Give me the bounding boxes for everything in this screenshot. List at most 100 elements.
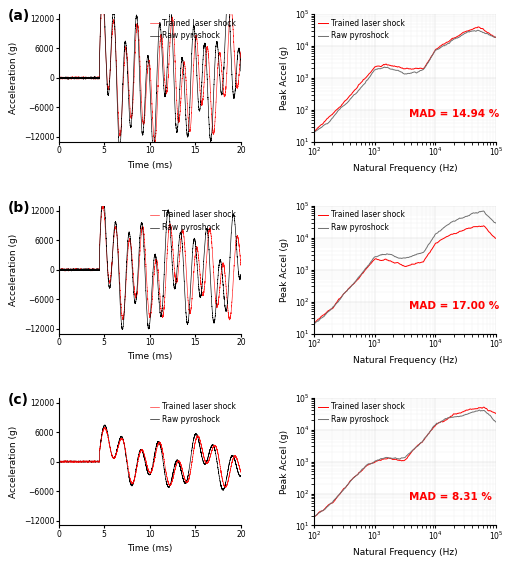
Trained laser shock (422, 434, 429, 441)
Text: (b): (b) (8, 201, 30, 215)
Y-axis label: Peak Accel (g): Peak Accel (g) (280, 46, 289, 110)
Raw pyroshock (422, 434, 429, 441)
Trained laser shock (122, 443, 128, 450)
Trained laser shock (122, 53, 128, 60)
Raw pyroshock (475, 27, 481, 34)
Line: Raw pyroshock: Raw pyroshock (59, 0, 241, 152)
Raw pyroshock (312, 320, 318, 327)
Raw pyroshock (201, 48, 207, 55)
Raw pyroshock (172, 285, 178, 292)
Trained laser shock (238, 261, 244, 268)
Raw pyroshock (312, 513, 318, 520)
Trained laser shock (238, 469, 244, 475)
Trained laser shock (419, 65, 426, 72)
X-axis label: Time (ms): Time (ms) (127, 544, 173, 553)
Trained laser shock (312, 513, 318, 520)
Raw pyroshock (163, 479, 169, 486)
Raw pyroshock (122, 443, 128, 450)
Y-axis label: Acceleration (g): Acceleration (g) (9, 42, 18, 114)
Raw pyroshock (55, 267, 62, 274)
Raw pyroshock (201, 459, 207, 466)
Text: MAD = 8.31 %: MAD = 8.31 % (409, 492, 492, 502)
Raw pyroshock (100, 189, 106, 196)
Trained laser shock (191, 447, 197, 454)
Trained laser shock (465, 225, 471, 232)
Trained laser shock (65, 266, 71, 273)
Raw pyroshock (312, 129, 318, 135)
Raw pyroshock (101, 422, 107, 428)
Line: Trained laser shock: Trained laser shock (314, 407, 496, 516)
Trained laser shock (152, 140, 158, 147)
Trained laser shock (122, 303, 128, 310)
Raw pyroshock (191, 23, 197, 30)
Raw pyroshock (201, 260, 207, 266)
Trained laser shock (99, 0, 105, 3)
Raw pyroshock (191, 236, 197, 243)
Trained laser shock (201, 88, 207, 95)
Trained laser shock (201, 290, 207, 297)
Raw pyroshock (419, 66, 426, 73)
Raw pyroshock (65, 459, 71, 465)
Raw pyroshock (311, 514, 317, 521)
Trained laser shock (172, 469, 178, 475)
Trained laser shock (312, 128, 318, 134)
Raw pyroshock (191, 436, 197, 442)
Trained laser shock (422, 62, 429, 69)
Legend: Trained laser shock, Raw pyroshock: Trained laser shock, Raw pyroshock (316, 399, 408, 427)
Trained laser shock (312, 319, 318, 326)
Raw pyroshock (419, 439, 425, 446)
Line: Raw pyroshock: Raw pyroshock (59, 193, 241, 329)
Text: MAD = 17.00 %: MAD = 17.00 % (409, 301, 499, 311)
Trained laser shock (465, 407, 471, 414)
Trained laser shock (227, 316, 233, 323)
Trained laser shock (476, 223, 482, 230)
Trained laser shock (481, 404, 487, 411)
Trained laser shock (422, 255, 429, 262)
Y-axis label: Peak Accel (g): Peak Accel (g) (280, 238, 289, 302)
Trained laser shock (419, 438, 426, 445)
Trained laser shock (419, 259, 426, 265)
Trained laser shock (311, 128, 317, 135)
Raw pyroshock (493, 220, 499, 226)
Trained laser shock (311, 513, 317, 520)
Y-axis label: Peak Accel (g): Peak Accel (g) (280, 429, 289, 493)
Raw pyroshock (172, 463, 178, 469)
Text: (c): (c) (8, 392, 29, 406)
Trained laser shock (419, 65, 425, 72)
Raw pyroshock (476, 209, 482, 215)
Raw pyroshock (422, 246, 429, 253)
Legend: Trained laser shock, Raw pyroshock: Trained laser shock, Raw pyroshock (316, 207, 408, 235)
Text: MAD = 14.94 %: MAD = 14.94 % (409, 109, 499, 119)
Trained laser shock (465, 28, 471, 34)
Raw pyroshock (477, 407, 483, 414)
Trained laser shock (172, 43, 178, 49)
Raw pyroshock (419, 250, 425, 256)
Trained laser shock (55, 75, 62, 81)
Raw pyroshock (238, 68, 244, 75)
Line: Raw pyroshock: Raw pyroshock (314, 410, 496, 518)
Raw pyroshock (220, 487, 226, 494)
Raw pyroshock (238, 472, 244, 479)
Raw pyroshock (119, 326, 125, 333)
Raw pyroshock (419, 438, 426, 445)
Trained laser shock (102, 424, 108, 431)
Legend: Trained laser shock, Raw pyroshock: Trained laser shock, Raw pyroshock (147, 16, 239, 43)
X-axis label: Natural Frequency (Hz): Natural Frequency (Hz) (353, 356, 458, 365)
Line: Trained laser shock: Trained laser shock (59, 0, 241, 143)
Trained laser shock (238, 49, 244, 56)
Line: Trained laser shock: Trained laser shock (59, 205, 241, 320)
Raw pyroshock (122, 43, 128, 49)
Raw pyroshock (122, 302, 128, 309)
X-axis label: Natural Frequency (Hz): Natural Frequency (Hz) (353, 547, 458, 556)
Line: Trained laser shock: Trained laser shock (314, 27, 496, 132)
Raw pyroshock (477, 28, 483, 34)
Raw pyroshock (493, 419, 499, 426)
Trained laser shock (477, 24, 483, 31)
Raw pyroshock (476, 407, 482, 414)
Trained laser shock (172, 266, 178, 273)
Trained laser shock (419, 259, 425, 266)
Trained laser shock (191, 60, 197, 66)
Trained laser shock (311, 320, 317, 327)
Raw pyroshock (65, 267, 71, 274)
Line: Raw pyroshock: Raw pyroshock (59, 425, 241, 491)
